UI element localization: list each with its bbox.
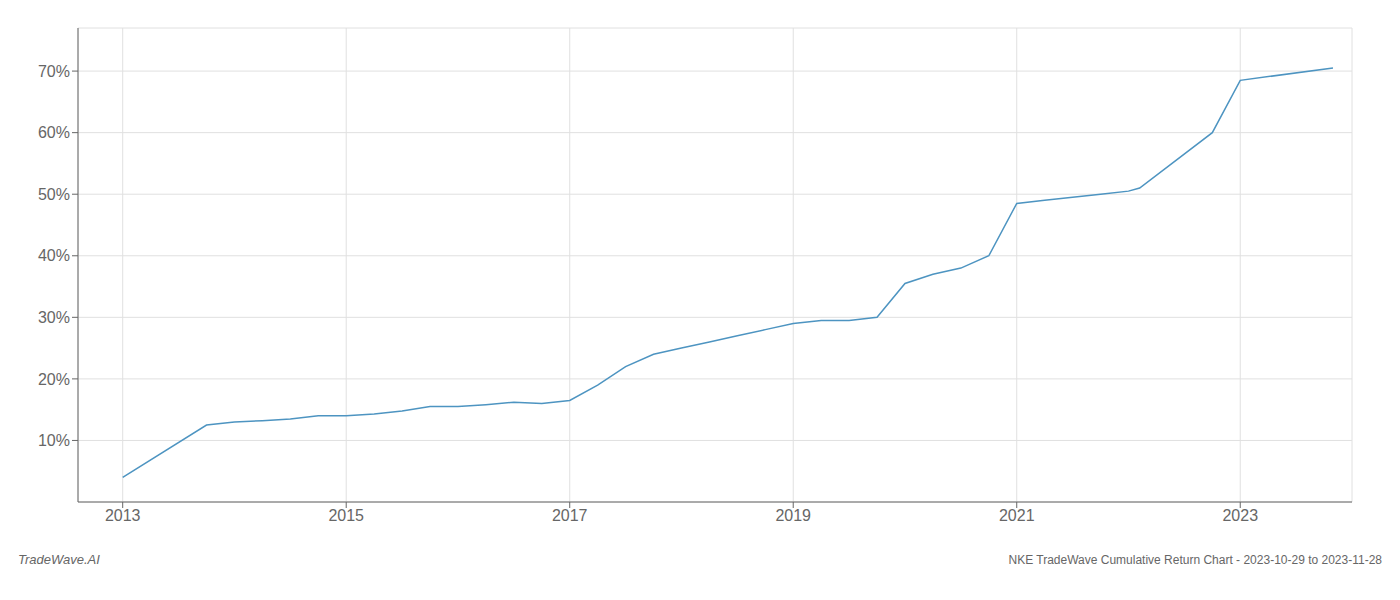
html-text:NKE TradeWave Cumulative Retur: NKE TradeWave Cumulative Return Chart - … xyxy=(1008,553,1382,567)
svg-text:70%: 70% xyxy=(38,63,70,80)
svg-text:60%: 60% xyxy=(38,124,70,141)
svg-text:20%: 20% xyxy=(38,371,70,388)
svg-text:2019: 2019 xyxy=(775,507,811,524)
svg-text:50%: 50% xyxy=(38,186,70,203)
svg-text:2013: 2013 xyxy=(105,507,141,524)
svg-text:2015: 2015 xyxy=(328,507,364,524)
svg-text:2021: 2021 xyxy=(999,507,1035,524)
svg-text:2017: 2017 xyxy=(552,507,588,524)
svg-text:30%: 30% xyxy=(38,309,70,326)
svg-text:40%: 40% xyxy=(38,247,70,264)
svg-text:2023: 2023 xyxy=(1222,507,1258,524)
html-text:TradeWave.AI: TradeWave.AI xyxy=(18,552,100,567)
svg-text:10%: 10% xyxy=(38,432,70,449)
